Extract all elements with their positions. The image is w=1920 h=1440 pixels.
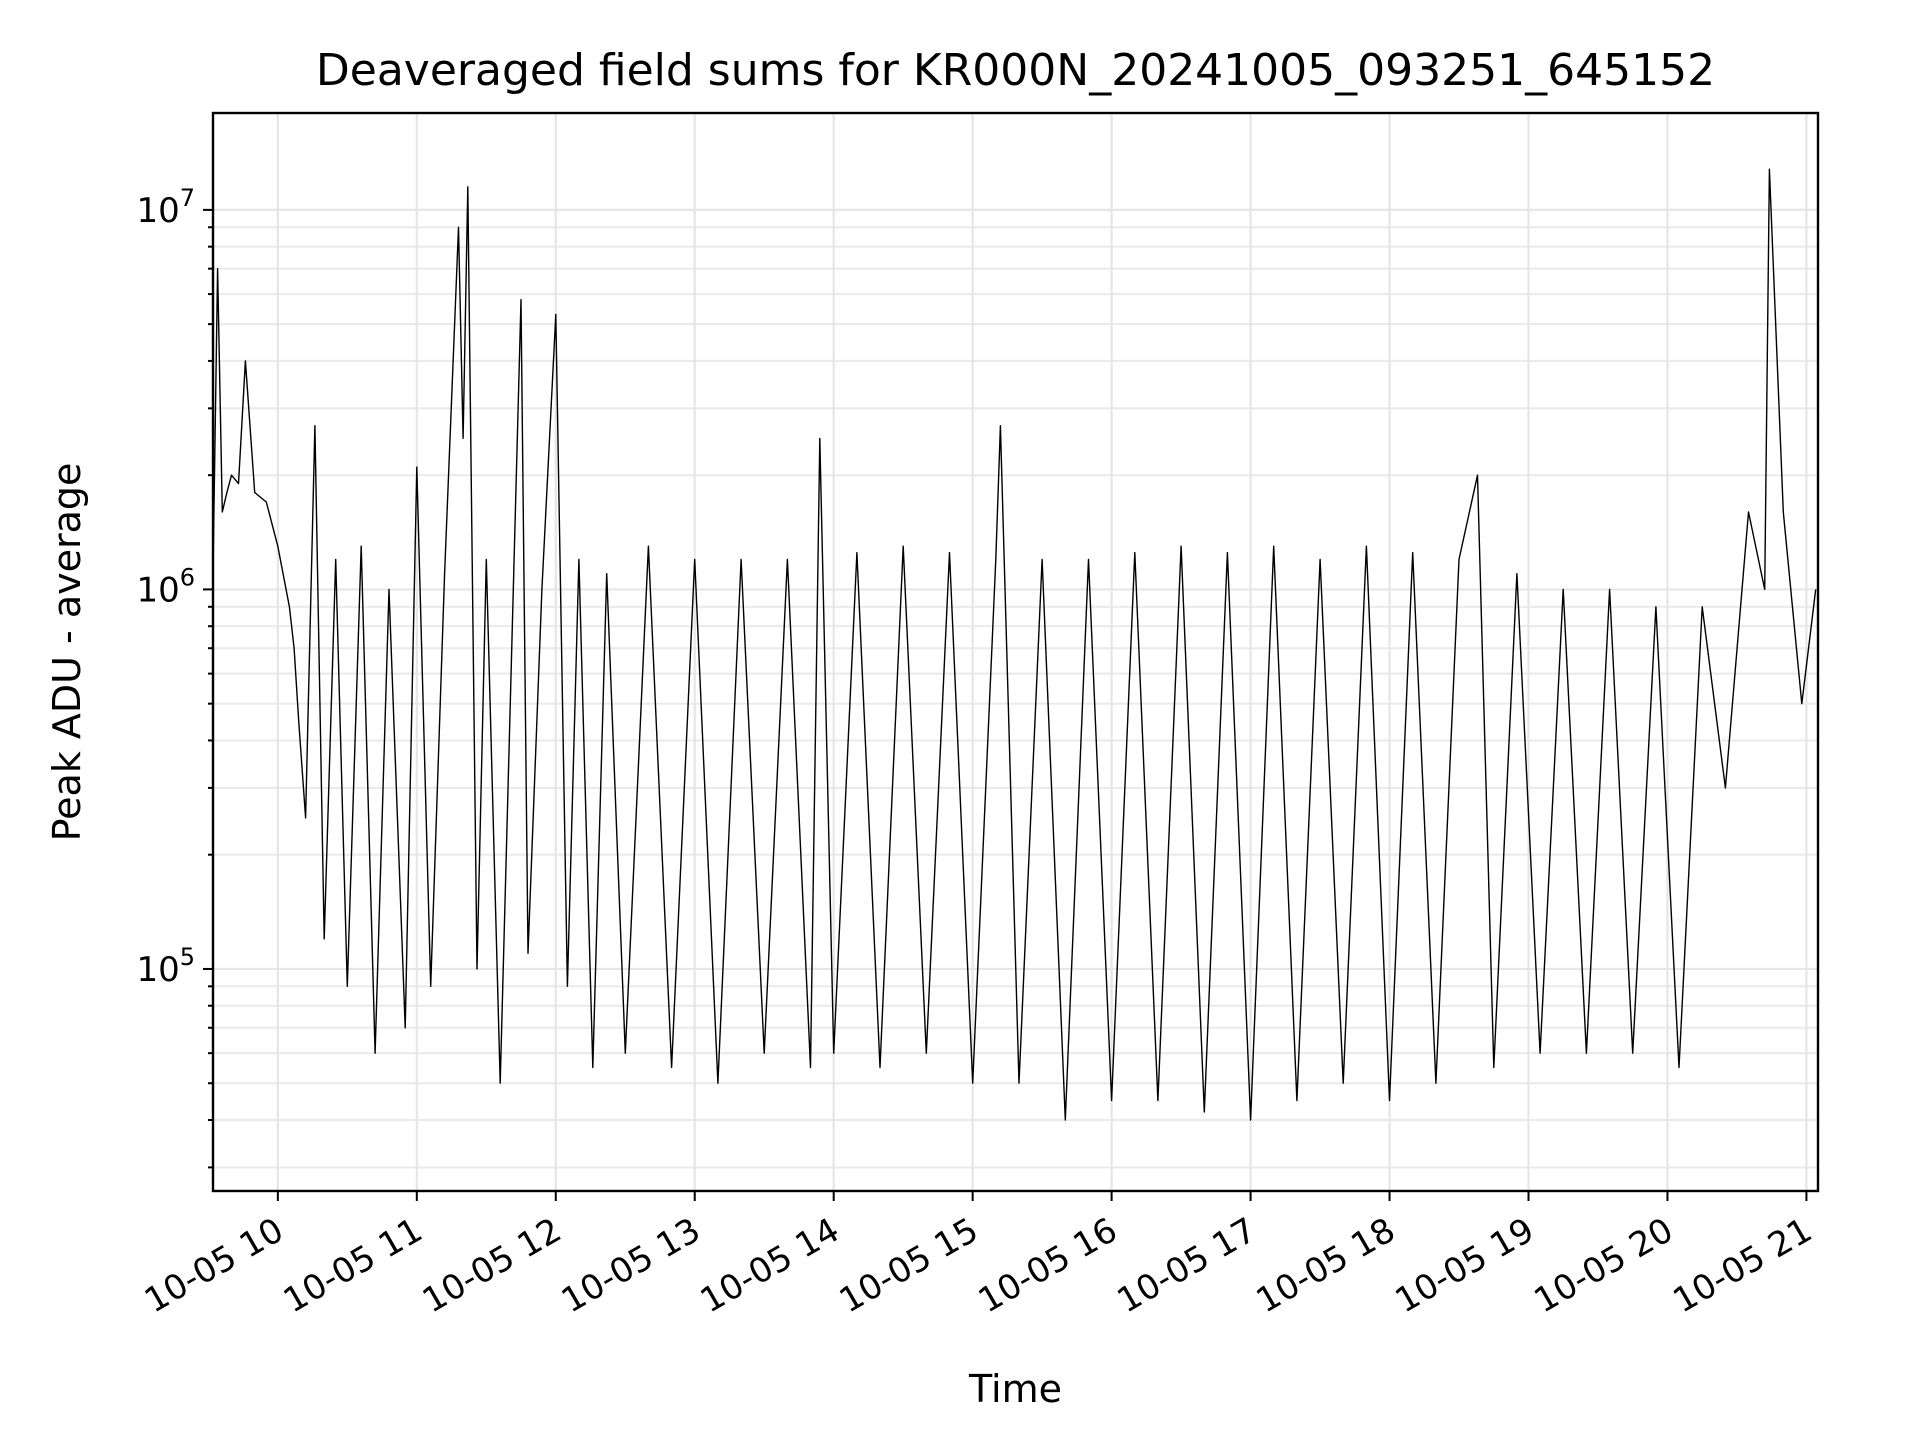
y-tick-label: 106 <box>136 563 195 610</box>
y-tick-base: 10 <box>136 191 179 231</box>
chart-title: Deaveraged field sums for KR000N_2024100… <box>316 45 1715 96</box>
series-layer <box>212 168 1817 1121</box>
y-tick-base: 10 <box>136 950 179 990</box>
y-tick-exponent: 7 <box>180 184 195 212</box>
y-tick-exponent: 5 <box>180 943 195 971</box>
series-line <box>212 168 1817 1121</box>
y-axis-label: Peak ADU - average <box>45 463 89 842</box>
y-tick-exponent: 6 <box>180 563 195 591</box>
y-tick-label: 105 <box>136 943 195 990</box>
plot-area-frame <box>211 111 1820 1193</box>
y-tick-label: 107 <box>136 184 195 231</box>
x-axis-label: Time <box>968 1367 1062 1411</box>
grid-layer <box>213 113 1818 1191</box>
y-tick-base: 10 <box>136 570 179 610</box>
